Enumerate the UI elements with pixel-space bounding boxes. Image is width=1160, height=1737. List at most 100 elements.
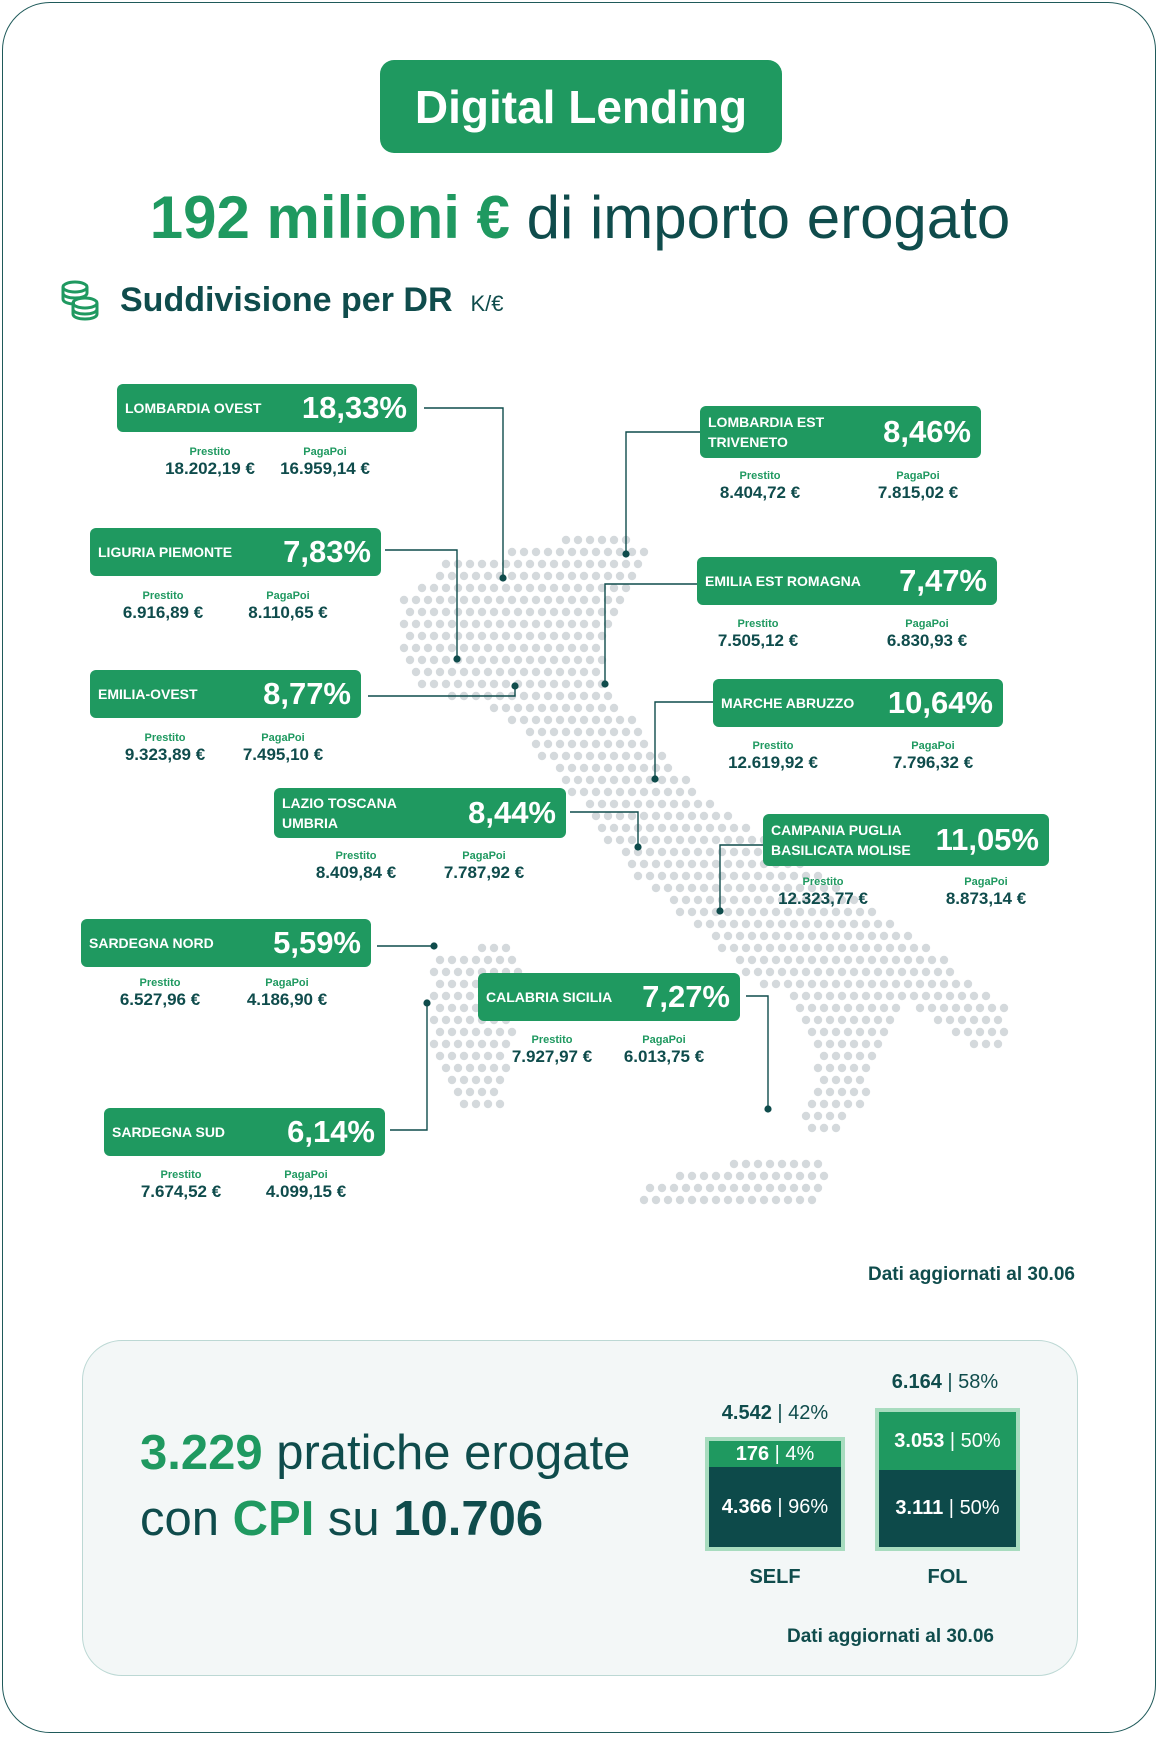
map-dot — [711, 1171, 721, 1181]
map-dot — [423, 595, 433, 605]
map-dot — [675, 907, 685, 917]
map-dot — [837, 943, 847, 953]
map-dot — [849, 991, 859, 1001]
map-dot — [639, 763, 649, 773]
map-dot — [819, 907, 829, 917]
map-dot — [471, 619, 481, 629]
map-dot — [987, 1003, 997, 1013]
map-dot — [417, 631, 427, 641]
map-dot — [735, 955, 745, 965]
connector-line-lombardia-est — [625, 431, 700, 554]
map-dot — [537, 559, 547, 569]
region-pct: 5,59% — [273, 925, 361, 960]
map-dot — [585, 655, 595, 665]
prestito-value: 6.527,96 € — [119, 990, 201, 1009]
self-bottom-pct: 96% — [788, 1495, 829, 1518]
map-dot — [459, 1051, 469, 1061]
map-dot — [555, 571, 565, 581]
map-dot — [429, 655, 439, 665]
map-dot — [831, 931, 841, 941]
map-dot — [873, 1039, 883, 1049]
map-dot — [447, 667, 457, 677]
map-dot — [741, 919, 751, 929]
prestito-value: 7.505,12 € — [717, 631, 799, 650]
map-dot — [669, 1183, 679, 1193]
region-sardegna-nord: SARDEGNA NORD 5,59% Prestito 6.527,96 € P… — [81, 919, 371, 1019]
map-dot — [873, 1015, 883, 1025]
map-dot — [483, 1075, 493, 1085]
map-dot — [693, 799, 703, 809]
map-dot — [441, 679, 451, 689]
map-dot — [675, 883, 685, 893]
map-dot — [465, 679, 475, 689]
map-dot — [747, 859, 757, 869]
map-dot — [879, 955, 889, 965]
map-dot — [645, 847, 655, 857]
pagapoi-label: PagaPoi — [284, 1169, 328, 1181]
map-dot — [459, 1099, 469, 1109]
map-dot — [597, 631, 607, 641]
map-dot — [663, 835, 673, 845]
map-dot — [513, 631, 523, 641]
map-dot — [537, 727, 547, 737]
map-dot — [405, 655, 415, 665]
map-dot — [453, 1087, 463, 1097]
map-dot — [591, 619, 601, 629]
pagapoi-label: PagaPoi — [266, 590, 310, 602]
map-dot — [573, 703, 583, 713]
map-dot — [717, 871, 727, 881]
region-box: SARDEGNA SUD 6,14% — [104, 1108, 385, 1156]
map-dot — [705, 847, 715, 857]
map-dot — [477, 607, 487, 617]
map-dot — [705, 871, 715, 881]
connector-dot-lombardia-est — [622, 550, 630, 558]
map-dot — [765, 871, 775, 881]
map-dot — [489, 1039, 499, 1049]
map-dot — [789, 1159, 799, 1169]
map-dot — [429, 1039, 439, 1049]
map-dot — [705, 799, 715, 809]
map-dot — [783, 979, 793, 989]
map-dot — [657, 775, 667, 785]
map-dot — [441, 1063, 451, 1073]
map-dot — [465, 991, 475, 1001]
updated-note-summary: Dati aggiornati al 30.06 — [787, 1626, 994, 1647]
map-dot — [693, 919, 703, 929]
map-dot — [453, 1015, 463, 1025]
map-dot — [819, 1027, 829, 1037]
map-dot — [585, 799, 595, 809]
connector-dot-liguria-piemonte — [453, 655, 461, 663]
map-dot — [789, 871, 799, 881]
map-dot — [735, 1171, 745, 1181]
map-dot — [621, 799, 631, 809]
map-dot — [585, 751, 595, 761]
pagapoi-label: PagaPoi — [303, 446, 347, 458]
connector-line-calabria — [746, 995, 769, 1109]
map-dot — [459, 1027, 469, 1037]
map-dot — [819, 1051, 829, 1061]
map-dot — [693, 847, 703, 857]
updated-note-map: Dati aggiornati al 30.06 — [868, 1264, 1075, 1285]
map-dot — [453, 1039, 463, 1049]
map-dot — [453, 1063, 463, 1073]
map-dot — [465, 1087, 475, 1097]
map-dot — [561, 607, 571, 617]
map-dot — [555, 619, 565, 629]
map-dot — [525, 631, 535, 641]
map-dot — [537, 607, 547, 617]
map-dot — [801, 943, 811, 953]
map-dot — [507, 571, 517, 581]
map-dot — [639, 547, 649, 557]
map-dot — [543, 571, 553, 581]
region-name: LOMBARDIA OVEST — [125, 400, 262, 416]
map-dot — [615, 835, 625, 845]
map-dot — [549, 703, 559, 713]
map-dot — [723, 835, 733, 845]
map-dot — [855, 1075, 865, 1085]
prestito-value: 12.323,77 € — [778, 889, 868, 908]
map-dot — [831, 1099, 841, 1109]
map-dot — [483, 1027, 493, 1037]
map-dot — [813, 1015, 823, 1025]
map-dot — [723, 1171, 733, 1181]
map-dot — [663, 883, 673, 893]
